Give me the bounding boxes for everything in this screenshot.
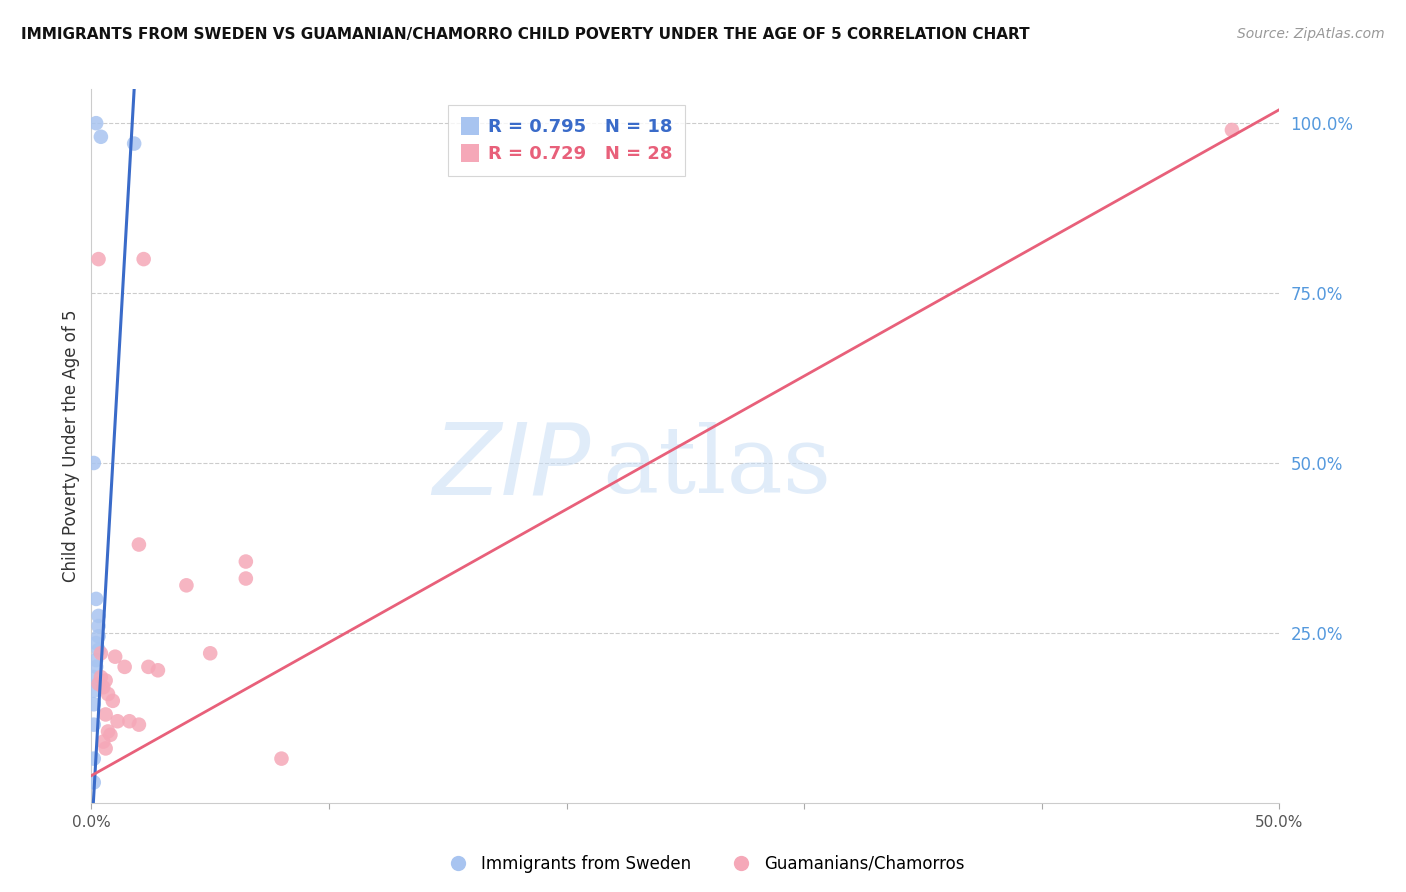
Y-axis label: Child Poverty Under the Age of 5: Child Poverty Under the Age of 5 (62, 310, 80, 582)
Point (107, 714, 129, 729)
Point (91, 680, 114, 694)
Point (83, 717, 105, 731)
Legend: Immigrants from Sweden, Guamanians/Chamorros: Immigrants from Sweden, Guamanians/Chamo… (434, 848, 972, 880)
Point (94, 741, 117, 756)
Point (128, 717, 150, 731)
Point (128, 537, 150, 551)
Point (87, 643, 110, 657)
Point (146, 663, 169, 677)
Point (122, 136, 145, 151)
Point (83, 670, 105, 684)
Point (132, 252, 155, 266)
Point (104, 649, 127, 664)
Point (90, 129, 112, 144)
Point (91, 734, 114, 748)
Point (84, 660, 107, 674)
Point (1220, 123, 1243, 137)
Point (118, 714, 141, 729)
Point (87, 252, 110, 266)
Point (83, 775, 105, 789)
Point (97, 724, 120, 739)
Point (84, 116, 107, 130)
Point (84, 591, 107, 606)
Point (83, 683, 105, 698)
Point (100, 728, 122, 742)
Point (83, 751, 105, 765)
Point (87, 677, 110, 691)
Point (101, 694, 124, 708)
Point (200, 646, 222, 660)
Point (90, 646, 112, 660)
Point (84, 653, 107, 667)
Point (235, 555, 257, 569)
Point (235, 572, 257, 586)
Legend: R = 0.795   N = 18, R = 0.729   N = 28: R = 0.795 N = 18, R = 0.729 N = 28 (449, 105, 685, 176)
Point (176, 578, 198, 592)
Point (87, 619, 110, 633)
Point (87, 629, 110, 643)
Point (94, 673, 117, 688)
Point (83, 698, 105, 712)
Text: ZIP: ZIP (432, 419, 591, 516)
Point (270, 751, 292, 765)
Point (114, 660, 136, 674)
Text: atlas: atlas (602, 423, 831, 512)
Text: Source: ZipAtlas.com: Source: ZipAtlas.com (1237, 27, 1385, 41)
Point (90, 670, 112, 684)
Point (84, 636, 107, 650)
Point (138, 660, 160, 674)
Point (87, 608, 110, 623)
Point (97, 687, 120, 701)
Point (83, 456, 105, 470)
Point (94, 707, 117, 722)
Text: IMMIGRANTS FROM SWEDEN VS GUAMANIAN/CHAMORRO CHILD POVERTY UNDER THE AGE OF 5 CO: IMMIGRANTS FROM SWEDEN VS GUAMANIAN/CHAM… (21, 27, 1029, 42)
